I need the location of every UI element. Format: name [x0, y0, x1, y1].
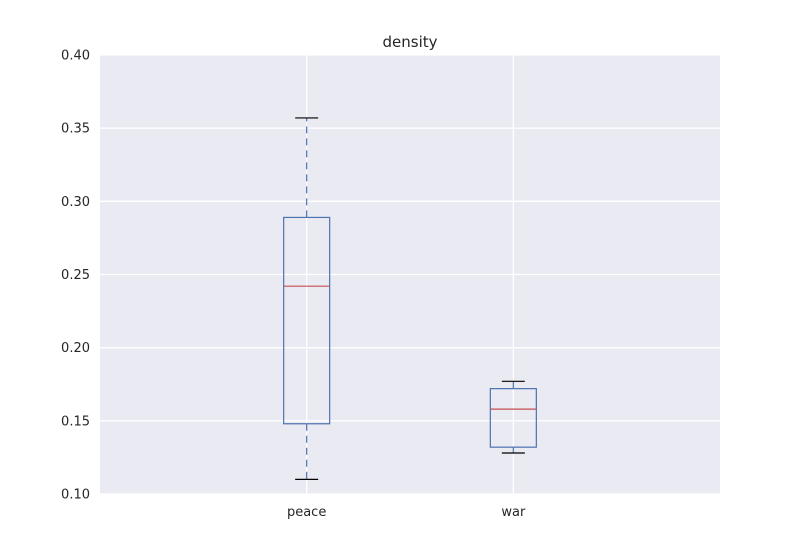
y-tick-label: 0.35	[61, 122, 90, 137]
box-group-war	[489, 380, 537, 454]
x-tick-label: war	[501, 505, 526, 520]
box-group-peace	[283, 117, 331, 480]
boxes	[283, 117, 537, 480]
y-tick-label: 0.10	[61, 488, 90, 503]
y-tick-label: 0.25	[61, 268, 90, 283]
y-tick-label: 0.15	[61, 414, 90, 429]
y-tick-label: 0.30	[61, 195, 90, 210]
y-tick-label: 0.20	[61, 341, 90, 356]
chart-title: density	[383, 33, 438, 51]
x-tick-label: peace	[287, 505, 326, 520]
y-tick-label: 0.40	[61, 49, 90, 64]
iqr-box	[489, 388, 537, 448]
iqr-box	[283, 216, 331, 425]
tick-labels: 0.10 0.15 0.20 0.25 0.30 0.35 0.40 peace war	[61, 49, 526, 521]
